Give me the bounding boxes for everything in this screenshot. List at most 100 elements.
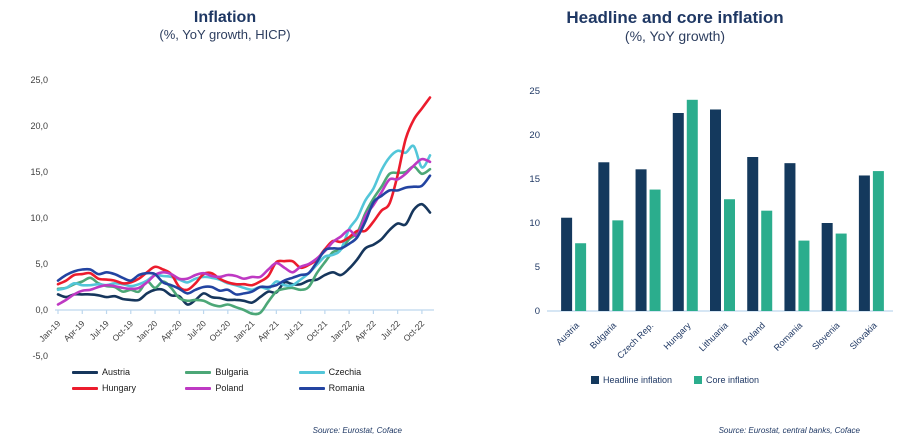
legend-label: Romania — [328, 383, 365, 393]
x-axis-category-label: Bulgaria — [588, 320, 618, 350]
line-chart-source: Source: Eurostat, Coface — [312, 426, 402, 435]
bar-core-inflation-romania — [798, 240, 810, 311]
x-axis-tick-label: Jul-20 — [185, 318, 209, 342]
x-axis-tick-label: Jul-22 — [379, 318, 403, 342]
y-axis-tick-label: 20 — [529, 130, 540, 141]
legend-item-headline-inflation: Headline inflation — [590, 375, 672, 385]
y-axis-tick-label: 10 — [529, 218, 540, 229]
x-axis-category-label: Romania — [772, 320, 805, 353]
y-axis-tick-label: 10,0 — [30, 213, 48, 223]
bar-core-inflation-bulgaria — [612, 220, 624, 311]
y-axis-tick-label: 15,0 — [30, 167, 48, 177]
legend-item-core-inflation: Core inflation — [694, 375, 759, 385]
bar-core-inflation-lithuania — [724, 199, 735, 311]
y-axis-tick-label: 0 — [535, 306, 540, 317]
line-chart-title-block: Inflation (%, YoY growth, HICP) — [0, 8, 450, 43]
legend-line-swatch-austria — [72, 370, 98, 374]
bar-headline-inflation-poland — [747, 157, 759, 311]
legend-line-swatch-bulgaria — [185, 370, 212, 374]
x-axis-category-label: Czech Rep. — [615, 320, 655, 360]
legend-label: Headline inflation — [602, 375, 672, 385]
legend-label: Czechia — [328, 367, 362, 377]
x-axis-tick-label: Apr-22 — [353, 318, 378, 343]
bar-core-inflation-austria — [575, 243, 587, 311]
bar-headline-inflation-austria — [561, 217, 573, 311]
bar-core-inflation-slovenia — [835, 233, 847, 311]
x-axis-tick-label: Apr-20 — [159, 318, 184, 343]
x-axis-category-label: Slovakia — [848, 320, 879, 351]
x-axis-category-label: Hungary — [662, 320, 693, 351]
series-line-romania — [56, 174, 432, 296]
legend-label: Austria — [102, 367, 131, 377]
y-axis-tick-label: 15 — [529, 174, 540, 185]
y-axis-tick-label: 5,0 — [35, 259, 48, 269]
legend-line-swatch-czechia — [298, 370, 325, 374]
y-axis-tick-label: -5,0 — [32, 351, 48, 361]
bar-headline-inflation-lithuania — [710, 109, 721, 311]
line-chart-panel: Inflation (%, YoY growth, HICP) 25,0 20,0… — [0, 8, 450, 435]
x-axis-tick-label: Oct-21 — [304, 318, 329, 343]
legend-label: Core inflation — [706, 375, 760, 385]
legend-square-swatch-core-inflation — [694, 376, 702, 384]
bar-core-inflation-czech-rep — [649, 189, 661, 311]
series-line-hungary — [56, 96, 432, 292]
bar-chart-legend: Headline inflation Core inflation — [450, 375, 900, 385]
bar-chart-title: Headline and core inflation — [566, 8, 784, 27]
y-axis-tick-label: 0,0 — [35, 305, 48, 315]
x-axis-category-label: Lithuania — [697, 320, 730, 353]
line-chart-subtitle: (%, YoY growth, HICP) — [159, 27, 291, 43]
x-axis-tick-label: Jul-21 — [282, 318, 306, 342]
legend-line-swatch-hungary — [72, 386, 98, 390]
x-axis-tick-label: Apr-19 — [62, 318, 87, 343]
bar-core-inflation-slovakia — [872, 171, 884, 311]
x-axis-tick-label: Jan-22 — [328, 318, 354, 344]
bar-core-inflation-hungary — [686, 99, 698, 311]
bar-chart-source: Source: Eurostat, central banks, Coface — [718, 426, 860, 435]
series-line-czechia — [56, 144, 432, 292]
series-line-austria — [56, 202, 432, 306]
x-axis-category-label: Poland — [740, 320, 767, 347]
y-axis-tick-label: 20,0 — [30, 121, 48, 131]
legend-item-hungary: Hungary — [72, 383, 175, 393]
legend-label: Hungary — [102, 383, 137, 393]
legend-square-swatch-headline-inflation — [590, 376, 599, 384]
bar-headline-inflation-czech-rep — [635, 169, 647, 311]
x-axis-tick-label: Jan-19 — [37, 318, 63, 344]
x-axis-tick-label: Jan-20 — [134, 318, 160, 344]
bar-headline-inflation-hungary — [672, 113, 684, 311]
x-axis-tick-label: Jan-21 — [231, 318, 257, 344]
bar-headline-inflation-romania — [784, 163, 796, 311]
line-chart-legend: Austria Bulgaria Czechia Hungary Poland Roman… — [72, 367, 402, 393]
bar-core-inflation-poland — [761, 210, 773, 311]
legend-label: Poland — [215, 383, 244, 393]
legend-line-swatch-poland — [185, 386, 212, 390]
bar-chart-panel: Headline and core inflation (%, YoY grow… — [450, 0, 900, 444]
x-axis-category-label: Slovenia — [810, 320, 841, 351]
bar-chart-title-block: Headline and core inflation (%, YoY grow… — [450, 8, 900, 46]
y-axis-tick-label: 25 — [529, 86, 540, 97]
bar-headline-inflation-bulgaria — [598, 162, 610, 311]
x-axis-tick-label: Apr-21 — [256, 318, 281, 343]
bar-chart-subtitle: (%, YoY growth) — [624, 28, 726, 45]
legend-label: Bulgaria — [215, 367, 249, 377]
bar-headline-inflation-slovakia — [858, 175, 870, 311]
x-axis-tick-label: Oct-22 — [401, 318, 426, 343]
legend-line-swatch-romania — [298, 386, 325, 390]
legend-item-czechia: Czechia — [298, 367, 402, 377]
legend-item-austria: Austria — [72, 367, 175, 377]
x-axis-tick-label: Oct-20 — [207, 318, 232, 343]
y-axis-tick-label: 25,0 — [30, 75, 48, 85]
y-axis-tick-label: 5 — [535, 262, 540, 273]
legend-item-poland: Poland — [185, 383, 288, 393]
series-line-bulgaria — [56, 165, 432, 316]
legend-item-bulgaria: Bulgaria — [185, 367, 288, 377]
bar-headline-inflation-slovenia — [821, 223, 833, 311]
x-axis-tick-label: Oct-19 — [110, 318, 135, 343]
legend-item-romania: Romania — [298, 383, 402, 393]
x-axis-category-label: Austria — [554, 320, 581, 347]
line-chart-title: Inflation — [193, 9, 257, 26]
x-axis-tick-label: Jul-19 — [87, 318, 111, 342]
